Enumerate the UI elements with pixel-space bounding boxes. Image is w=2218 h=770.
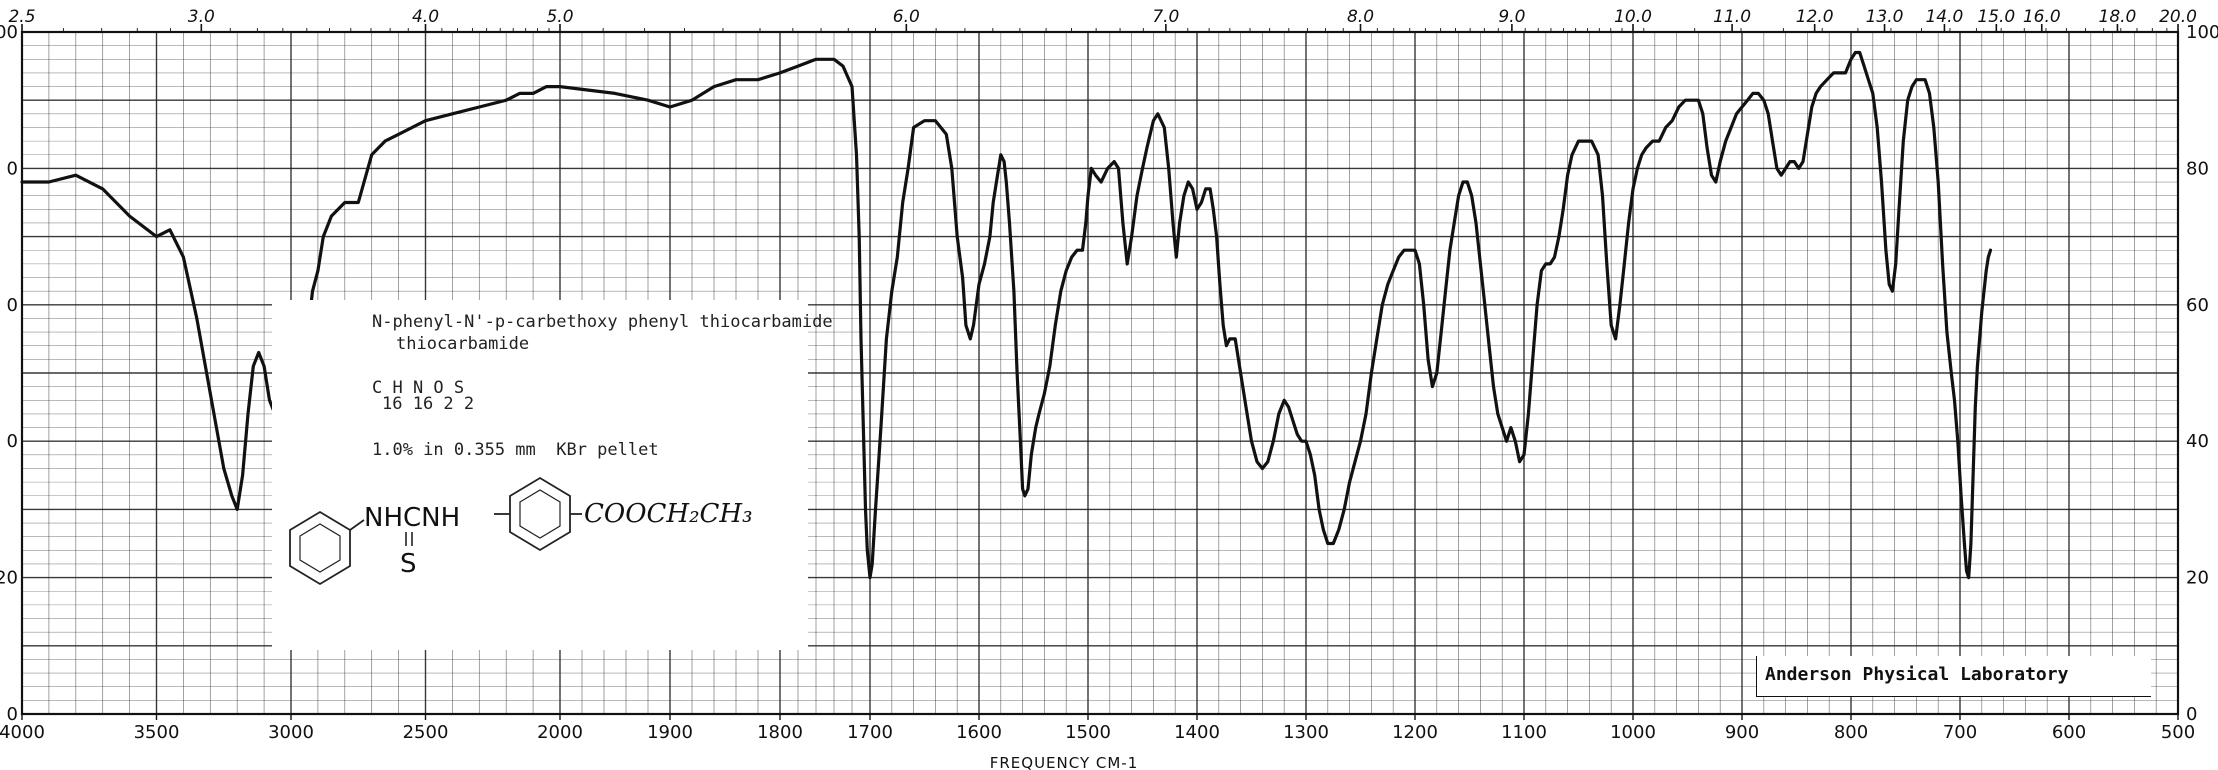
ester-group: COOCH₂CH₃	[584, 499, 753, 529]
transmittance-tick-label-left: 0	[7, 704, 18, 725]
transmittance-tick-label-right: 100	[2186, 22, 2218, 43]
phenyl-ring-left-inner	[299, 523, 341, 573]
wavelength-tick-label: 2.5	[8, 7, 35, 27]
wavelength-tick-label: 13.0	[1866, 7, 1904, 27]
frequency-tick-label: 800	[1834, 722, 1868, 743]
molecular-formula: C H N O S	[372, 378, 465, 398]
wavelength-tick-label: 6.0	[893, 7, 920, 27]
wavelength-axis: 2.5 3.0 4.0 5.0 6.0 7.0 8.0 9.0 10.0 11.0 12.0 13.0…	[8, 7, 2197, 32]
sulfur-atom: S	[400, 549, 417, 579]
laboratory-credit: Anderson Physical Laboratory	[1765, 664, 2069, 685]
frequency-tick-label: 1100	[1501, 722, 1547, 743]
x-axis-label: FREQUENCY CM-1	[990, 754, 1139, 770]
wavelength-tick-label: 5.0	[546, 7, 573, 27]
transmittance-tick-label-right: 60	[2186, 295, 2209, 316]
wavelength-tick-label: 9.0	[1498, 7, 1525, 27]
wavelength-tick-label: 3.0	[188, 7, 215, 27]
frequency-tick-label: 1700	[847, 722, 893, 743]
wavelength-tick-label: 4.0	[412, 7, 439, 27]
wavelength-tick-label: 12.0	[1796, 7, 1834, 27]
transmittance-tick-label-right: 0	[2186, 704, 2197, 725]
molecular-formula-subscripts: 16 16 2 2	[382, 394, 475, 414]
wavelength-tick-label: 7.0	[1152, 7, 1179, 27]
transmittance-tick-label-left: 0	[7, 158, 18, 179]
frequency-tick-label: 1300	[1283, 722, 1329, 743]
frequency-tick-label: 3000	[268, 722, 314, 743]
frequency-tick-label: 1000	[1610, 722, 1656, 743]
frequency-tick-label: 3500	[134, 722, 180, 743]
laboratory-credit-box: Anderson Physical Laboratory	[1756, 656, 2151, 697]
frequency-tick-label: 1400	[1174, 722, 1220, 743]
frequency-axis: 4000 3500 3000 2500 2000 1900 1800 1700 1600 1500…	[0, 714, 2195, 743]
wavelength-tick-label: 20.0	[2159, 7, 2197, 27]
frequency-tick-label: 600	[2052, 722, 2086, 743]
frequency-tick-label: 2500	[403, 722, 449, 743]
frequency-tick-label: 2000	[537, 722, 583, 743]
transmittance-trace	[20, 50, 1993, 580]
wavelength-tick-label: 18.0	[2099, 7, 2137, 27]
transmittance-tick-label-right: 40	[2186, 431, 2209, 452]
frequency-tick-label: 1900	[647, 722, 693, 743]
chart-border	[20, 30, 2180, 716]
thiourea-group: NHCNH	[364, 503, 460, 533]
chart-frame	[20, 30, 2180, 716]
frequency-tick-label: 700	[1943, 722, 1977, 743]
wavelength-tick-label: 11.0	[1713, 7, 1751, 27]
structure-drawing: NHCNH S COOCH₂CH₃	[289, 476, 753, 586]
frequency-tick-label: 1500	[1065, 722, 1111, 743]
transmittance-tick-label-right: 20	[2186, 568, 2209, 589]
transmittance-axis-right: 100 80 60 40 20 0	[2186, 22, 2218, 725]
frequency-tick-label: 500	[2161, 722, 2195, 743]
transmittance-tick-label-left: 0	[7, 431, 18, 452]
frequency-tick-label: 4000	[0, 722, 45, 743]
transmittance-tick-label-left: 00	[0, 22, 18, 43]
spectrum-series	[20, 50, 1993, 580]
bond-left	[349, 519, 365, 531]
compound-name-continued: thiocarbamide	[396, 334, 530, 354]
transmittance-tick-label-left: 20	[0, 568, 18, 589]
compound-name: N-phenyl-N'-p-carbethoxy phenyl thiocarb…	[372, 312, 833, 332]
frequency-tick-label: 1800	[757, 722, 803, 743]
phenyl-ring-left	[289, 510, 351, 586]
phenyl-ring-right-inner	[519, 489, 561, 539]
wavelength-tick-label: 8.0	[1347, 7, 1374, 27]
frequency-tick-label: 1600	[956, 722, 1002, 743]
wavelength-tick-label: 15.0	[1977, 7, 2015, 27]
sample-info-panel: N-phenyl-N'-p-carbethoxy phenyl thiocarb…	[272, 300, 833, 650]
wavelength-tick-label: 10.0	[1614, 7, 1652, 27]
sample-preparation: 1.0% in 0.355 mm KBr pellet	[372, 440, 659, 460]
wavelength-tick-label: 16.0	[2023, 7, 2061, 27]
transmittance-tick-label-left: 0	[7, 295, 18, 316]
frequency-tick-label: 1200	[1392, 722, 1438, 743]
wavelength-tick-label: 14.0	[1925, 7, 1963, 27]
phenyl-ring-right	[509, 476, 571, 552]
transmittance-tick-label-right: 80	[2186, 158, 2209, 179]
frequency-tick-label: 900	[1725, 722, 1759, 743]
